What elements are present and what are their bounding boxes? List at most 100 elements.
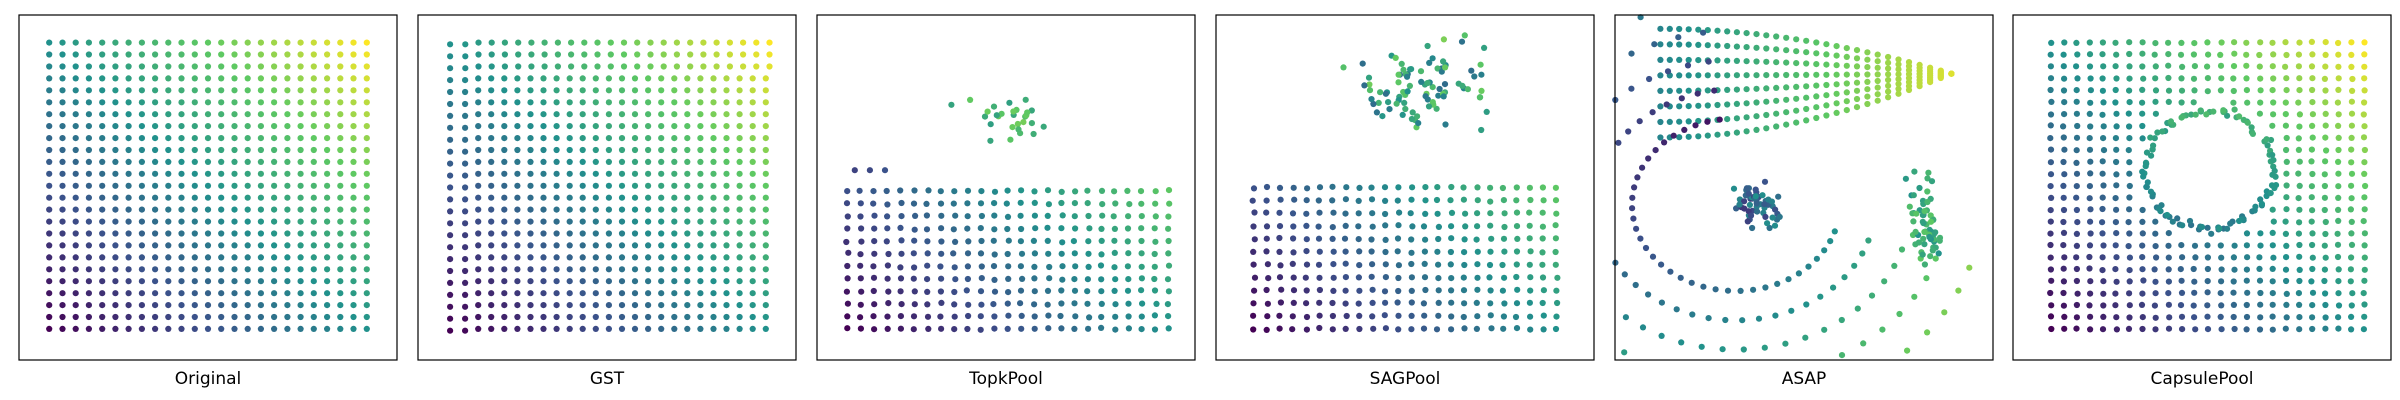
scatter-point — [2165, 242, 2172, 249]
scatter-point — [284, 218, 291, 225]
scatter-point — [579, 146, 586, 154]
scatter-point — [723, 278, 730, 285]
scatter-point — [1823, 81, 1830, 89]
scatter-point — [1030, 130, 1037, 138]
scatter-point — [658, 170, 665, 177]
scatter-point — [1010, 108, 1017, 115]
scatter-point — [605, 111, 613, 118]
scatter-point — [231, 254, 238, 261]
scatter-point — [2061, 325, 2068, 332]
scatter-point — [1059, 212, 1066, 219]
scatter-point — [1487, 300, 1494, 307]
scatter-point — [2361, 159, 2368, 166]
scatter-point — [310, 194, 317, 201]
scatter-point — [527, 278, 534, 285]
scatter-point — [2309, 302, 2316, 309]
scatter-point — [1853, 79, 1861, 86]
scatter-point — [1369, 210, 1376, 217]
scatter-point — [684, 242, 691, 249]
scatter-point — [579, 135, 586, 142]
scatter-point — [924, 238, 931, 245]
scatter-point — [2151, 266, 2158, 273]
scatter-point — [2236, 113, 2243, 120]
scatter-point — [59, 194, 66, 201]
scatter-point — [72, 135, 79, 142]
scatter-point — [488, 278, 495, 285]
scatter-point — [1513, 300, 1521, 307]
scatter-point — [554, 39, 562, 46]
scatter-point — [2282, 99, 2289, 106]
scatter-point — [857, 262, 864, 269]
scatter-point — [271, 302, 278, 309]
scatter-point — [566, 158, 573, 165]
scatter-point — [1526, 184, 1533, 191]
scatter-point — [178, 230, 185, 237]
scatter-point — [736, 146, 743, 154]
scatter-point — [749, 146, 756, 154]
scatter-point — [1315, 261, 1323, 268]
scatter-point — [618, 278, 626, 285]
scatter-point — [618, 290, 626, 297]
scatter-point — [271, 135, 278, 142]
scatter-point — [2126, 135, 2133, 142]
scatter-point — [1813, 39, 1820, 46]
scatter-point — [1395, 71, 1402, 78]
scatter-point — [1408, 249, 1415, 256]
scatter-point — [540, 290, 547, 297]
scatter-point — [1864, 71, 1871, 78]
scatter-point — [447, 136, 454, 143]
scatter-point — [1955, 287, 1962, 294]
scatter-point — [2060, 158, 2067, 166]
scatter-point — [125, 182, 132, 189]
scatter-point — [1124, 187, 1131, 194]
scatter-point — [112, 99, 119, 106]
scatter-point — [350, 111, 357, 118]
scatter-point — [897, 275, 905, 282]
scatter-point — [112, 302, 119, 309]
scatter-point — [592, 278, 599, 285]
scatter-point — [1927, 253, 1934, 260]
scatter-point — [951, 264, 958, 271]
scatter-point — [2126, 39, 2133, 46]
scatter-point — [1071, 250, 1078, 257]
scatter-point — [2126, 87, 2133, 94]
scatter-point — [1264, 300, 1271, 307]
scatter-point — [540, 278, 547, 285]
scatter-point — [178, 218, 185, 225]
scatter-point — [618, 135, 626, 142]
scatter-point — [1448, 326, 1455, 333]
scatter-point — [284, 135, 291, 142]
scatter-point — [1823, 112, 1830, 119]
scatter-point — [514, 313, 521, 321]
scatter-point — [2347, 266, 2354, 273]
scatter-point — [2220, 107, 2227, 114]
scatter-point — [1290, 184, 1297, 191]
scatter-point — [1365, 74, 1373, 81]
scatter-point — [2169, 218, 2176, 225]
scatter-point — [700, 39, 707, 46]
scatter-point — [1788, 307, 1795, 314]
scatter-point — [527, 158, 534, 165]
scatter-point — [297, 218, 304, 225]
scatter-point — [618, 99, 626, 106]
scatter-point — [1290, 274, 1297, 281]
scatter-point — [59, 123, 66, 130]
scatter-point — [736, 290, 743, 297]
scatter-point — [99, 135, 106, 142]
scatter-point — [2178, 75, 2185, 82]
scatter-point — [59, 242, 66, 249]
scatter-point — [1139, 300, 1146, 307]
scatter-point — [138, 39, 145, 46]
scatter-point — [178, 182, 185, 189]
scatter-point — [1874, 51, 1881, 58]
scatter-point — [1086, 314, 1093, 321]
scatter-point — [488, 146, 495, 154]
scatter-point — [515, 63, 522, 70]
scatter-point — [924, 301, 931, 308]
scatter-point — [324, 123, 331, 130]
scatter-point — [2087, 99, 2094, 106]
scatter-point — [1112, 313, 1119, 320]
scatter-point — [1330, 209, 1337, 216]
scatter-point — [271, 99, 278, 106]
scatter-point — [138, 325, 145, 332]
